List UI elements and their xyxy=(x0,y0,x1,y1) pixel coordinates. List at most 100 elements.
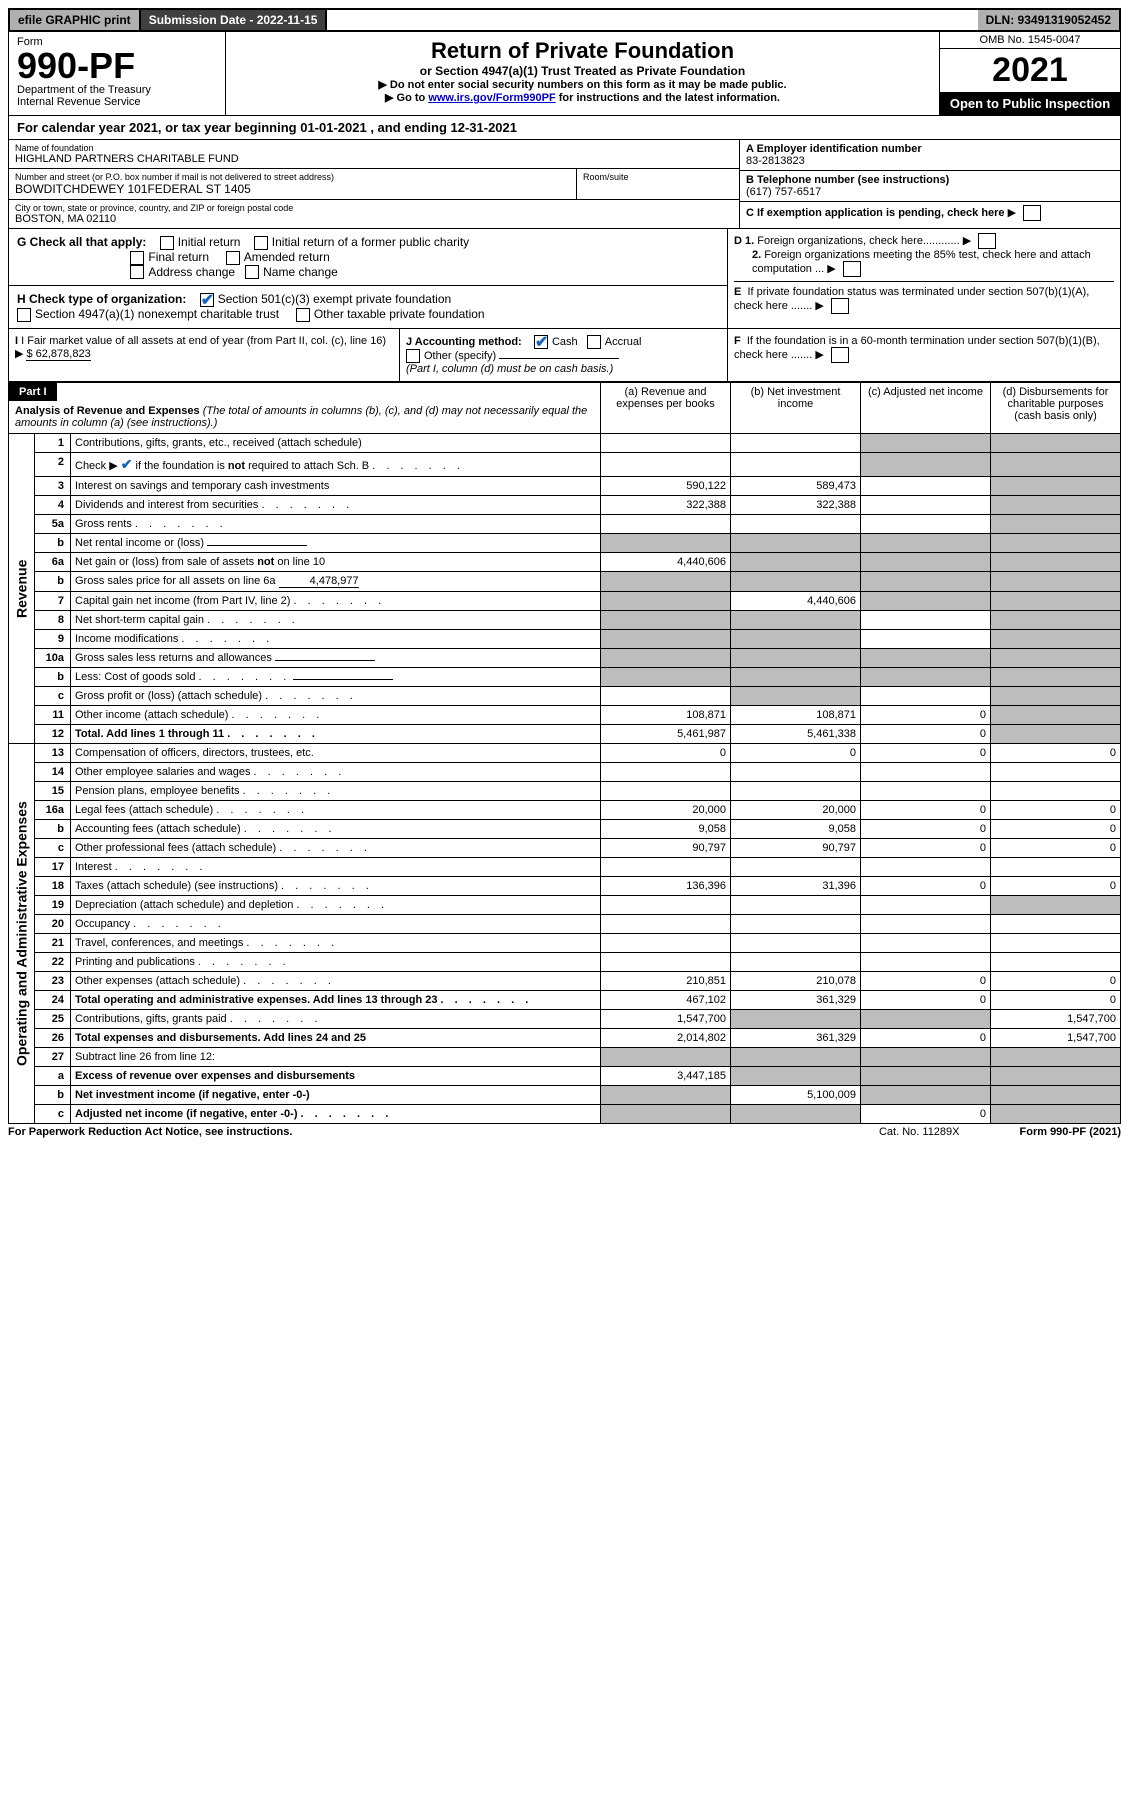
line-description: Accounting fees (attach schedule) . . . … xyxy=(71,820,601,839)
foundation-address: BOWDITCHDEWEY 101FEDERAL ST 1405 xyxy=(15,182,570,196)
g-initial-return-checkbox[interactable] xyxy=(160,236,174,250)
cell-value xyxy=(731,649,861,668)
d1-checkbox[interactable] xyxy=(978,233,996,249)
e-checkbox[interactable] xyxy=(831,298,849,314)
g-final-return-checkbox[interactable] xyxy=(130,251,144,265)
line-number: b xyxy=(35,668,71,687)
cell-value xyxy=(731,534,861,553)
cell-value xyxy=(731,934,861,953)
cell-value xyxy=(991,553,1121,572)
line-number: 24 xyxy=(35,991,71,1010)
cell-value xyxy=(861,763,991,782)
cell-value: 5,461,338 xyxy=(731,725,861,744)
cell-value xyxy=(991,668,1121,687)
c-exemption-label: C If exemption application is pending, c… xyxy=(746,207,1005,219)
g-amended-checkbox[interactable] xyxy=(226,251,240,265)
cell-value xyxy=(991,725,1121,744)
line-number: 20 xyxy=(35,915,71,934)
instr-2: ▶ Go to www.irs.gov/Form990PF for instru… xyxy=(232,91,933,104)
cell-value xyxy=(601,434,731,453)
cell-value xyxy=(861,668,991,687)
cell-value xyxy=(991,763,1121,782)
line-description: Less: Cost of goods sold . . . . . . . xyxy=(71,668,601,687)
cell-value: 2,014,802 xyxy=(601,1029,731,1048)
cell-value xyxy=(601,649,731,668)
cell-value xyxy=(861,453,991,477)
cell-value xyxy=(731,611,861,630)
cell-value xyxy=(731,687,861,706)
cell-value: 210,851 xyxy=(601,972,731,991)
cell-value xyxy=(601,515,731,534)
cell-value: 0 xyxy=(861,972,991,991)
line-description: Depreciation (attach schedule) and deple… xyxy=(71,896,601,915)
j-cash-checkbox[interactable] xyxy=(534,335,548,349)
cell-value: 3,447,185 xyxy=(601,1067,731,1086)
part-1-label: Part I xyxy=(9,383,57,401)
f-checkbox[interactable] xyxy=(831,347,849,363)
cell-value xyxy=(861,953,991,972)
cell-value xyxy=(861,687,991,706)
h-501c3-checkbox[interactable] xyxy=(200,293,214,307)
instructions-link[interactable]: www.irs.gov/Form990PF xyxy=(428,92,555,104)
j-other-checkbox[interactable] xyxy=(406,349,420,363)
cell-value xyxy=(991,592,1121,611)
cell-value xyxy=(861,630,991,649)
g-address-change-checkbox[interactable] xyxy=(130,265,144,279)
line-number: 7 xyxy=(35,592,71,611)
line-number: 2 xyxy=(35,453,71,477)
d2-checkbox[interactable] xyxy=(843,261,861,277)
i-fmv-value: $ 62,878,823 xyxy=(26,348,90,361)
cell-value xyxy=(601,1086,731,1105)
cell-value xyxy=(601,572,731,592)
j-accrual-checkbox[interactable] xyxy=(587,335,601,349)
address-label: Number and street (or P.O. box number if… xyxy=(15,172,570,182)
cell-value xyxy=(861,1010,991,1029)
cell-value xyxy=(601,611,731,630)
telephone-label: B Telephone number (see instructions) xyxy=(746,174,1114,186)
cell-value xyxy=(861,611,991,630)
c-checkbox[interactable] xyxy=(1023,205,1041,221)
cell-value xyxy=(991,434,1121,453)
cell-value xyxy=(731,953,861,972)
cell-value xyxy=(861,553,991,572)
cell-value xyxy=(861,1048,991,1067)
cell-value xyxy=(731,572,861,592)
g-name-change-checkbox[interactable] xyxy=(245,265,259,279)
col-a-header: (a) Revenue and expenses per books xyxy=(601,383,731,434)
line-number: 11 xyxy=(35,706,71,725)
cell-value: 9,058 xyxy=(731,820,861,839)
cell-value xyxy=(861,858,991,877)
foundation-city: BOSTON, MA 02110 xyxy=(15,213,733,225)
line-number: b xyxy=(35,820,71,839)
cell-value xyxy=(991,630,1121,649)
line-number: a xyxy=(35,1067,71,1086)
h-other-taxable-checkbox[interactable] xyxy=(296,308,310,322)
expenses-side-label: Operating and Administrative Expenses xyxy=(9,744,35,1124)
col-d-header: (d) Disbursements for charitable purpose… xyxy=(991,383,1121,434)
cell-value xyxy=(991,1048,1121,1067)
line-description: Interest on savings and temporary cash i… xyxy=(71,477,601,496)
cell-value: 4,440,606 xyxy=(601,553,731,572)
g-label: G Check all that apply: xyxy=(17,235,146,249)
arrow-icon xyxy=(815,299,826,312)
arrow-icon xyxy=(815,348,826,361)
cell-value: 210,078 xyxy=(731,972,861,991)
line-description: Other employee salaries and wages . . . … xyxy=(71,763,601,782)
section-g-h: G Check all that apply: Initial return I… xyxy=(8,229,1121,329)
cell-value: 1,547,700 xyxy=(601,1010,731,1029)
line-number: b xyxy=(35,572,71,592)
room-suite-label: Room/suite xyxy=(577,169,739,199)
line-number: c xyxy=(35,839,71,858)
line-description: Gross profit or (loss) (attach schedule)… xyxy=(71,687,601,706)
col-c-header: (c) Adjusted net income xyxy=(861,383,991,434)
line-description: Compensation of officers, directors, tru… xyxy=(71,744,601,763)
g-initial-former-checkbox[interactable] xyxy=(254,236,268,250)
h-4947-checkbox[interactable] xyxy=(17,308,31,322)
line-description: Contributions, gifts, grants paid . . . … xyxy=(71,1010,601,1029)
cell-value: 0 xyxy=(861,706,991,725)
line-description: Dividends and interest from securities .… xyxy=(71,496,601,515)
cell-value: 0 xyxy=(861,744,991,763)
revenue-side-label: Revenue xyxy=(9,434,35,744)
cell-value xyxy=(601,592,731,611)
cell-value xyxy=(991,1105,1121,1124)
